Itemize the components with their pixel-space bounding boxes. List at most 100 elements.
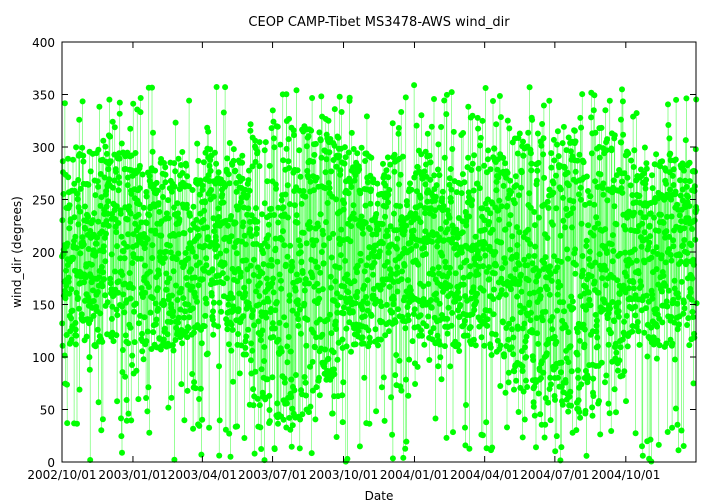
data-point	[631, 147, 638, 154]
data-point	[505, 369, 512, 376]
data-point	[363, 113, 370, 120]
data-point	[89, 217, 96, 224]
data-point	[149, 84, 155, 91]
data-point	[185, 183, 192, 190]
x-tick-label: 2003/07/01	[238, 468, 307, 482]
data-point	[291, 202, 298, 209]
data-point	[85, 246, 92, 252]
data-point	[175, 319, 182, 326]
data-point	[443, 434, 450, 441]
data-point	[76, 305, 82, 312]
data-point	[690, 380, 697, 387]
data-point	[439, 252, 446, 259]
data-point	[692, 236, 699, 243]
data-point	[327, 273, 334, 280]
data-point	[64, 381, 70, 388]
data-point	[301, 287, 308, 294]
data-point	[621, 170, 628, 177]
data-point	[266, 407, 273, 413]
data-point	[546, 97, 553, 104]
data-point	[670, 166, 677, 173]
data-point	[504, 169, 511, 176]
data-point	[215, 169, 222, 176]
data-point	[366, 339, 373, 346]
data-point	[291, 132, 297, 139]
data-point	[278, 285, 285, 292]
data-point	[192, 385, 199, 392]
data-point	[441, 343, 448, 350]
data-point	[417, 194, 424, 201]
data-point	[272, 307, 279, 314]
data-point	[398, 109, 405, 115]
data-point	[676, 212, 683, 219]
data-point	[79, 98, 86, 105]
data-point	[196, 396, 203, 402]
data-point	[605, 341, 612, 348]
data-point	[428, 297, 435, 303]
data-point	[273, 185, 279, 192]
data-point	[463, 217, 470, 224]
data-point	[360, 230, 366, 237]
data-point	[103, 230, 109, 237]
data-point	[519, 325, 526, 332]
data-point	[377, 298, 384, 305]
data-point	[542, 308, 549, 315]
data-point	[225, 222, 231, 229]
data-point	[348, 129, 355, 136]
data-point	[297, 416, 304, 423]
data-point	[193, 216, 200, 223]
data-point	[590, 393, 597, 399]
data-point	[417, 202, 424, 209]
data-point	[498, 287, 505, 294]
data-point	[136, 162, 143, 169]
data-point	[608, 329, 614, 336]
data-point	[688, 296, 695, 303]
data-point	[207, 167, 214, 174]
data-point	[473, 298, 480, 305]
data-point	[430, 213, 437, 219]
data-point	[94, 289, 101, 295]
data-point	[676, 321, 682, 328]
data-point	[545, 399, 552, 406]
data-point	[392, 319, 399, 326]
data-point	[171, 456, 178, 463]
data-point	[404, 277, 411, 284]
data-point	[95, 399, 102, 406]
data-point	[486, 219, 493, 225]
data-point	[283, 322, 290, 329]
data-point	[92, 192, 99, 199]
data-point	[449, 235, 456, 242]
data-point	[109, 118, 116, 125]
data-point	[268, 125, 275, 132]
data-point	[64, 420, 71, 427]
data-point	[635, 270, 642, 277]
data-point	[457, 264, 464, 271]
data-point	[317, 316, 323, 323]
data-point	[544, 286, 551, 293]
data-point	[176, 186, 183, 193]
data-point	[393, 352, 400, 358]
data-point	[194, 226, 201, 233]
data-point	[492, 249, 499, 255]
data-point	[77, 250, 84, 257]
data-point	[446, 175, 453, 182]
data-point	[384, 227, 391, 234]
data-point	[317, 269, 324, 276]
data-point	[386, 186, 393, 193]
data-point	[617, 250, 624, 257]
data-point	[546, 386, 553, 392]
data-point	[463, 222, 470, 229]
data-point	[243, 257, 250, 264]
data-point	[517, 271, 524, 278]
data-point	[257, 424, 264, 431]
data-point	[417, 219, 424, 226]
data-point	[528, 309, 535, 316]
data-point	[688, 242, 695, 249]
data-point	[168, 394, 175, 401]
data-point	[674, 421, 681, 428]
data-point	[506, 221, 513, 228]
data-point	[205, 128, 212, 135]
data-point	[242, 344, 249, 351]
data-point	[312, 344, 318, 351]
data-point	[296, 277, 303, 284]
